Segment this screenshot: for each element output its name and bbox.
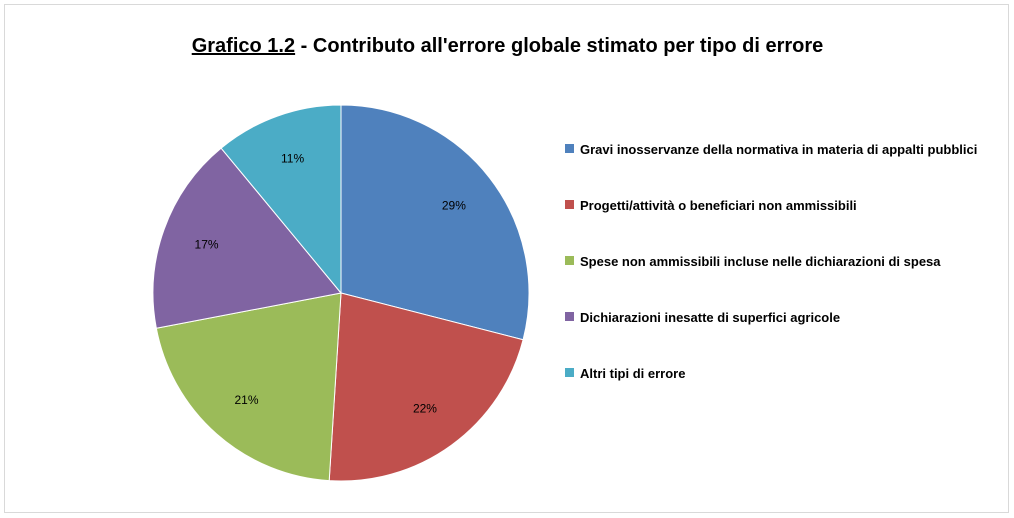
data-label-4: 17% <box>195 238 219 252</box>
chart-title-text: - Contributo all'errore globale stimato … <box>295 35 824 57</box>
pie-chart: 29% 22% 21% 17% 11% <box>152 104 530 482</box>
chart-title: Grafico 1.2 - Contributo all'errore glob… <box>5 35 1010 58</box>
legend-label-5: Altri tipi di errore <box>580 366 686 381</box>
legend-swatch-5 <box>565 368 574 377</box>
legend-label-3: Spese non ammissibili incluse nelle dich… <box>580 254 941 269</box>
legend-swatch-4 <box>565 312 574 321</box>
legend-label-4: Dichiarazioni inesatte di superfici agri… <box>580 310 841 325</box>
data-label-5: 11% <box>281 152 304 166</box>
legend-label-2: Progetti/attività o beneficiari non ammi… <box>580 198 857 213</box>
data-label-1: 29% <box>442 198 466 212</box>
pie-slice-4 <box>152 147 342 329</box>
chart-area: Grafico 1.2 - Contributo all'errore glob… <box>4 4 1009 513</box>
data-label-2: 22% <box>413 402 437 416</box>
chart-title-prefix: Grafico 1.2 <box>191 35 296 57</box>
legend-swatch-1 <box>565 144 574 153</box>
legend-swatch-3 <box>565 256 574 265</box>
pie-slice-1 <box>340 104 530 341</box>
legend-swatch-2 <box>565 200 574 209</box>
legend-label-1: Gravi inosservanze della normativa in ma… <box>580 142 978 157</box>
pie-slice-3 <box>155 292 342 482</box>
data-label-3: 21% <box>234 393 258 407</box>
pie-slice-2 <box>328 292 524 482</box>
pie-slice-5 <box>220 104 342 295</box>
